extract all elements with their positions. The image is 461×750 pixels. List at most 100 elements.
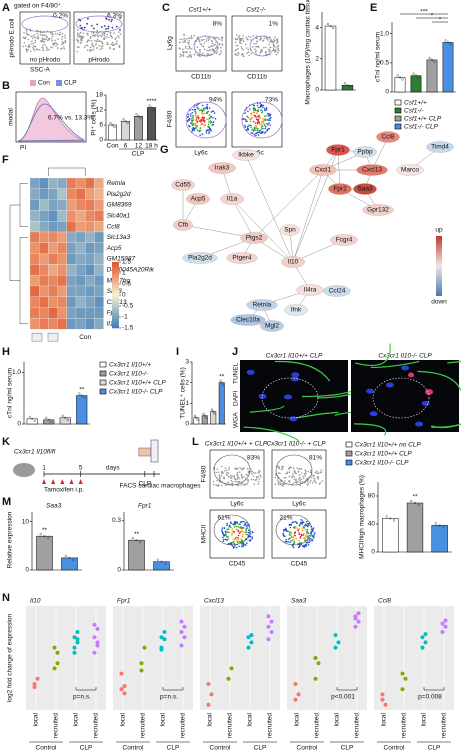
flow-event <box>96 47 99 49</box>
heat-cell <box>66 177 77 189</box>
heat-cell <box>29 221 40 233</box>
dot <box>202 412 205 415</box>
flow-event <box>303 538 306 540</box>
flow-event <box>51 31 53 34</box>
flow-event <box>317 472 319 475</box>
flow-event <box>306 530 308 532</box>
flow-event <box>82 32 85 35</box>
flow-event <box>187 113 190 116</box>
heat-cell <box>75 210 86 222</box>
flow-event <box>187 37 190 39</box>
flow-event <box>235 528 238 531</box>
flow-event <box>259 102 261 105</box>
flow-event <box>257 127 259 130</box>
flow-event <box>262 104 265 107</box>
flow-event <box>276 40 279 43</box>
flow-event <box>55 45 57 47</box>
heat-cell <box>66 199 77 211</box>
heat-cell <box>39 296 49 308</box>
flow-event <box>196 116 198 118</box>
dot <box>438 524 441 527</box>
colorbar <box>112 321 119 324</box>
y-tick-label: 12 <box>96 107 104 114</box>
flow-event <box>197 54 199 57</box>
flow-event <box>292 475 294 477</box>
network-node <box>426 141 454 153</box>
flow-event <box>213 50 216 52</box>
flow-event <box>51 35 54 38</box>
flow-event <box>249 117 251 120</box>
flow-event <box>188 43 190 46</box>
dot <box>152 108 155 111</box>
dot <box>113 125 116 129</box>
bar <box>134 116 143 141</box>
point <box>159 647 164 652</box>
flow-event <box>194 124 197 127</box>
p-value: p<0.001 <box>331 694 355 701</box>
flow-event <box>193 108 196 111</box>
flow-event <box>104 37 106 40</box>
flow-event <box>236 522 239 524</box>
flow-event <box>187 48 189 50</box>
dot <box>410 499 413 503</box>
flow-event <box>288 471 291 473</box>
flow-event <box>255 42 257 45</box>
flow-event <box>89 50 91 52</box>
flow-event <box>205 40 208 43</box>
dot <box>45 416 48 419</box>
flow-event <box>250 39 252 41</box>
flow-event <box>301 472 303 474</box>
flow-event <box>215 45 218 48</box>
flow-event <box>209 46 211 48</box>
flow-event <box>299 474 301 476</box>
point <box>269 630 274 634</box>
flow-event <box>194 110 196 113</box>
flow-event <box>186 56 189 58</box>
flow-event <box>260 105 262 107</box>
heat-cell <box>48 231 58 243</box>
membrane <box>417 370 461 391</box>
flow-event <box>196 46 199 48</box>
flow-event <box>28 33 30 36</box>
flow-event <box>300 521 302 524</box>
flow-event <box>292 546 295 549</box>
flow-event <box>283 477 286 479</box>
flow-event <box>92 32 95 35</box>
flow-event <box>64 34 66 37</box>
membrane <box>354 343 391 367</box>
heat-cell <box>66 188 77 200</box>
flow-event <box>262 127 264 130</box>
flow-event <box>23 42 26 44</box>
flow-event <box>78 34 81 36</box>
dot <box>50 420 53 423</box>
node-label: Saa3 <box>357 186 373 193</box>
flow-event <box>181 38 183 41</box>
flow-event <box>86 41 88 43</box>
flow-event <box>118 36 120 38</box>
flow-event <box>48 37 51 40</box>
flow-event <box>209 53 212 56</box>
axis-label: F4/80 <box>167 110 174 127</box>
flow-event <box>259 132 262 134</box>
flow-event <box>256 112 258 115</box>
legend-swatch <box>345 450 353 457</box>
flow-event <box>193 53 196 56</box>
flow-event <box>246 527 249 529</box>
flow-event <box>308 534 311 537</box>
flow-event <box>256 111 258 114</box>
flow-event <box>245 36 248 39</box>
heat-cell <box>48 296 58 308</box>
axis-label: cTnI ng/ml serum <box>7 368 14 418</box>
point <box>179 619 184 624</box>
heat-cell <box>75 242 86 254</box>
label: Csf1-/- <box>246 7 266 14</box>
flow-event <box>108 36 110 39</box>
flow-event <box>295 538 298 540</box>
flow-event <box>179 53 182 56</box>
flow-event <box>255 50 257 52</box>
flow-event <box>288 466 291 469</box>
flow-event <box>53 42 56 44</box>
point <box>293 682 298 686</box>
network-edge <box>292 169 324 263</box>
flow-event <box>231 481 234 483</box>
